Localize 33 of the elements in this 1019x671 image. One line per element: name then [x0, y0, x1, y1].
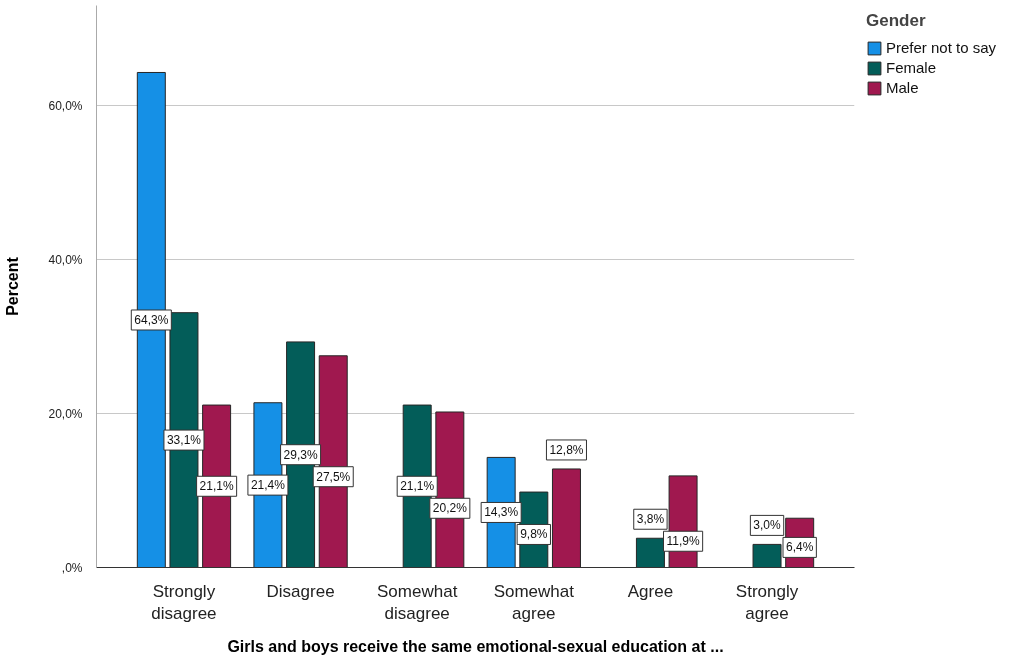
data-label: 6,4% — [786, 540, 814, 555]
x-axis-title: Girls and boys receive the same emotional-sexual education at ... — [227, 638, 724, 656]
data-label: 9,8% — [520, 527, 548, 542]
y-axis-title: Percent — [4, 256, 22, 316]
data-label: 14,3% — [484, 505, 519, 520]
bar — [551, 468, 581, 568]
y-tick-label: 40,0% — [48, 252, 83, 267]
data-label: 3,0% — [753, 518, 782, 533]
y-tick-label: 20,0% — [48, 406, 83, 421]
legend-label: Prefer not to say — [886, 39, 997, 56]
data-label: 21,1% — [199, 479, 234, 494]
bar — [635, 537, 665, 568]
data-label: 33,1% — [166, 433, 202, 448]
data-label: 27,5% — [316, 469, 351, 484]
y-tick-label: ,0% — [61, 560, 83, 575]
data-label: 20,2% — [432, 501, 468, 516]
data-label: 29,3% — [283, 447, 318, 462]
legend-label: Female — [886, 59, 937, 76]
x-tick-label: Strongly agree — [735, 581, 799, 624]
x-tick-label: Somewhat disagree — [377, 581, 458, 624]
x-tick-label: Disagree — [266, 581, 335, 601]
data-label: 64,3% — [134, 312, 169, 327]
legend-title: Gender — [866, 11, 927, 31]
x-tick-label: Strongly disagree — [151, 581, 217, 624]
data-label: 12,8% — [549, 442, 584, 457]
data-label: 3,8% — [636, 512, 665, 527]
x-tick-label: Somewhat agree — [493, 581, 575, 624]
data-label: 21,4% — [250, 478, 286, 493]
x-tick-label: Agree — [627, 581, 674, 601]
y-tick-label: 60,0% — [48, 98, 83, 113]
data-label: 11,9% — [666, 534, 700, 549]
legend-label: Male — [886, 79, 919, 96]
data-label: 21,1% — [400, 479, 435, 494]
